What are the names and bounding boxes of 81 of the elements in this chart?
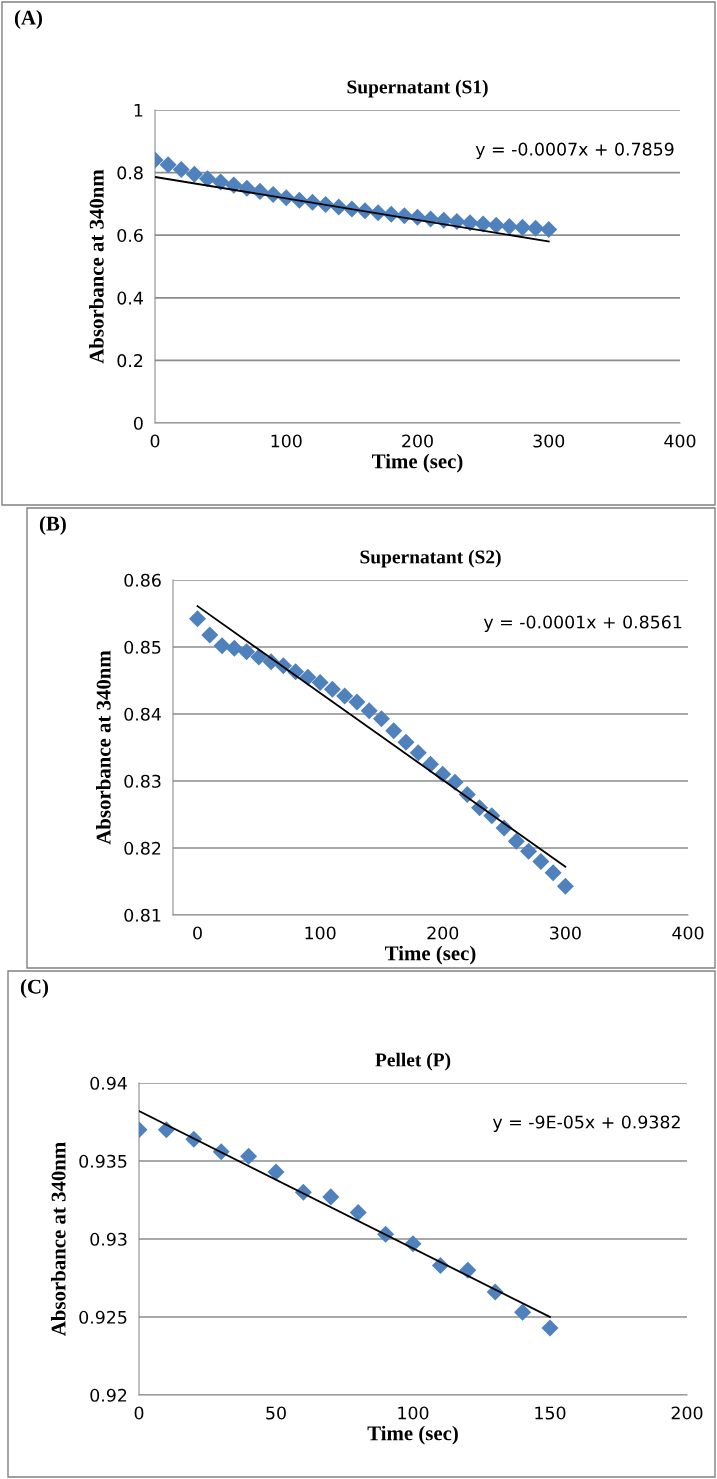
point [527, 219, 545, 237]
y-tick-label: 0.81 [124, 908, 161, 922]
point [348, 693, 366, 711]
x-tick-label: 100 [305, 926, 336, 940]
point [213, 637, 231, 655]
point [540, 221, 558, 239]
point [240, 1147, 258, 1165]
x-tick-label: 100 [271, 434, 302, 448]
y-tick-label: 0.925 [79, 1310, 127, 1324]
point [267, 1163, 285, 1181]
y-tick-label: 0.8 [117, 166, 143, 180]
point [360, 702, 378, 720]
text: (B) [39, 516, 66, 535]
point [556, 877, 574, 895]
point [349, 1203, 367, 1221]
point [541, 1319, 559, 1337]
point [189, 610, 207, 628]
point [532, 852, 550, 870]
point [500, 217, 518, 235]
y-tick-label: 0.82 [124, 841, 161, 855]
x-axis-title: Time (sec) [372, 453, 463, 473]
point [487, 216, 505, 234]
y-tick-label: 0.86 [124, 573, 161, 587]
point [172, 160, 190, 178]
x-tick-label: 200 [427, 926, 459, 940]
y-tick-label: 0.92 [90, 1388, 127, 1402]
point [385, 722, 403, 740]
point [159, 156, 177, 174]
point [513, 218, 532, 236]
chart-title: Supernatant (S2) [360, 549, 501, 568]
point [225, 639, 243, 657]
point [238, 643, 256, 661]
y-tick-label: 0.83 [124, 774, 161, 788]
x-tick-label: 400 [672, 926, 704, 940]
x-tick-label: 400 [664, 434, 696, 448]
point [507, 832, 525, 850]
point [514, 1303, 532, 1321]
y-tick-label: 0.4 [117, 291, 143, 305]
y-tick-label: 0 [133, 416, 143, 430]
point [520, 842, 538, 860]
x-tick-label: 0 [193, 926, 202, 940]
y-tick-label: 1 [134, 103, 143, 117]
x-axis-title: Time (sec) [367, 1425, 458, 1445]
point [201, 626, 219, 644]
point [198, 170, 217, 188]
y-tick-label: 0.84 [124, 707, 161, 721]
point [311, 674, 329, 692]
y-tick-label: 0.2 [117, 354, 143, 368]
point [336, 687, 354, 705]
x-axis-title: Time (sec) [385, 945, 476, 965]
y-axis-title: Absorbance at 340nm [89, 169, 104, 364]
y-axis-title: Absorbance at 340nm [96, 650, 111, 845]
point [185, 165, 203, 183]
point [544, 864, 562, 882]
point [372, 710, 390, 728]
text: (A) [14, 10, 42, 29]
y-tick-label: 0.93 [90, 1232, 127, 1246]
y-tick-label: 0.935 [79, 1154, 127, 1168]
annotation: y = -0.0007x + 0.7859 [475, 142, 674, 160]
x-tick-label: 200 [402, 434, 433, 448]
x-tick-label: 200 [671, 1406, 703, 1420]
y-tick-label: 0.94 [90, 1076, 127, 1090]
y-tick-label: 0.85 [124, 640, 161, 654]
text: (C) [20, 979, 48, 998]
x-tick-label: 150 [535, 1406, 566, 1420]
x-tick-label: 300 [550, 926, 581, 940]
point [409, 744, 427, 762]
annotation: y = -9E-05x + 0.9382 [492, 1115, 680, 1132]
x-tick-label: 300 [533, 434, 565, 448]
point [323, 680, 341, 698]
y-tick-label: 0.6 [117, 228, 143, 243]
point [212, 173, 230, 191]
annotation: y = -0.0001x + 0.8561 [483, 615, 682, 632]
y-axis-title: Absorbance at 340nm [50, 1142, 66, 1337]
point [250, 648, 268, 666]
point [397, 733, 415, 751]
chart-title: Pellet (P) [375, 1052, 451, 1071]
point [322, 1188, 340, 1206]
chart-title: Supernatant (S1) [347, 79, 488, 98]
x-tick-label: 50 [266, 1406, 286, 1420]
x-tick-label: 100 [398, 1406, 429, 1420]
